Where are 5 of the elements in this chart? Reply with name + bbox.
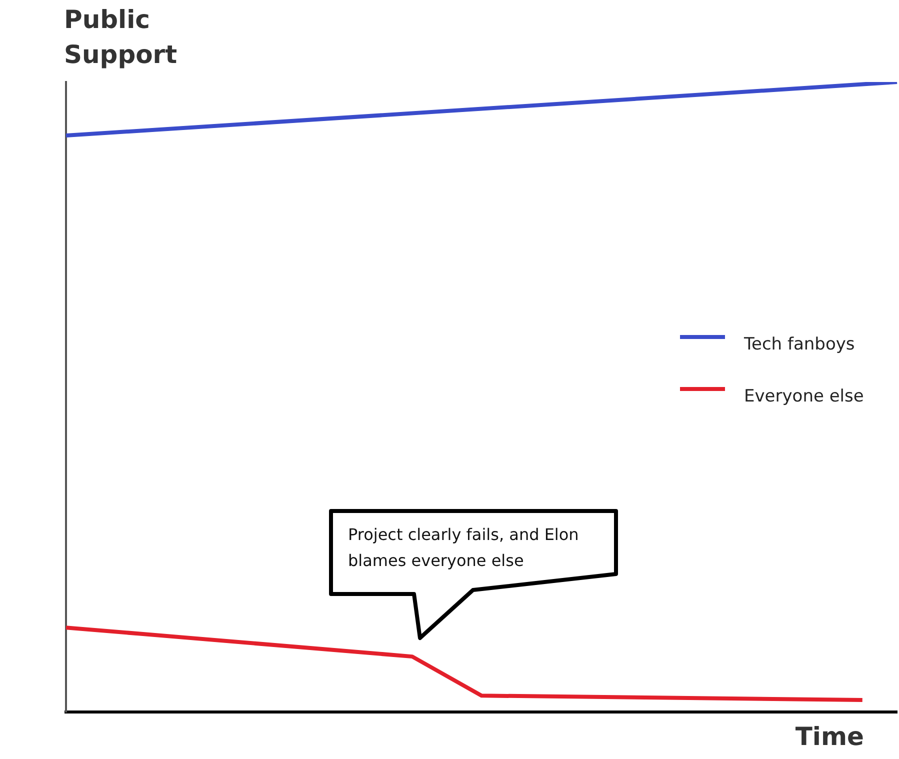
legend-label: Tech fanboys	[743, 334, 855, 354]
legend-label: Everyone else	[744, 386, 864, 406]
y-axis-title: Public Support	[64, 5, 178, 69]
x-axis-title: Time	[795, 722, 864, 751]
annotation: Project clearly fails, and Elon blames everyone else	[347, 524, 580, 572]
